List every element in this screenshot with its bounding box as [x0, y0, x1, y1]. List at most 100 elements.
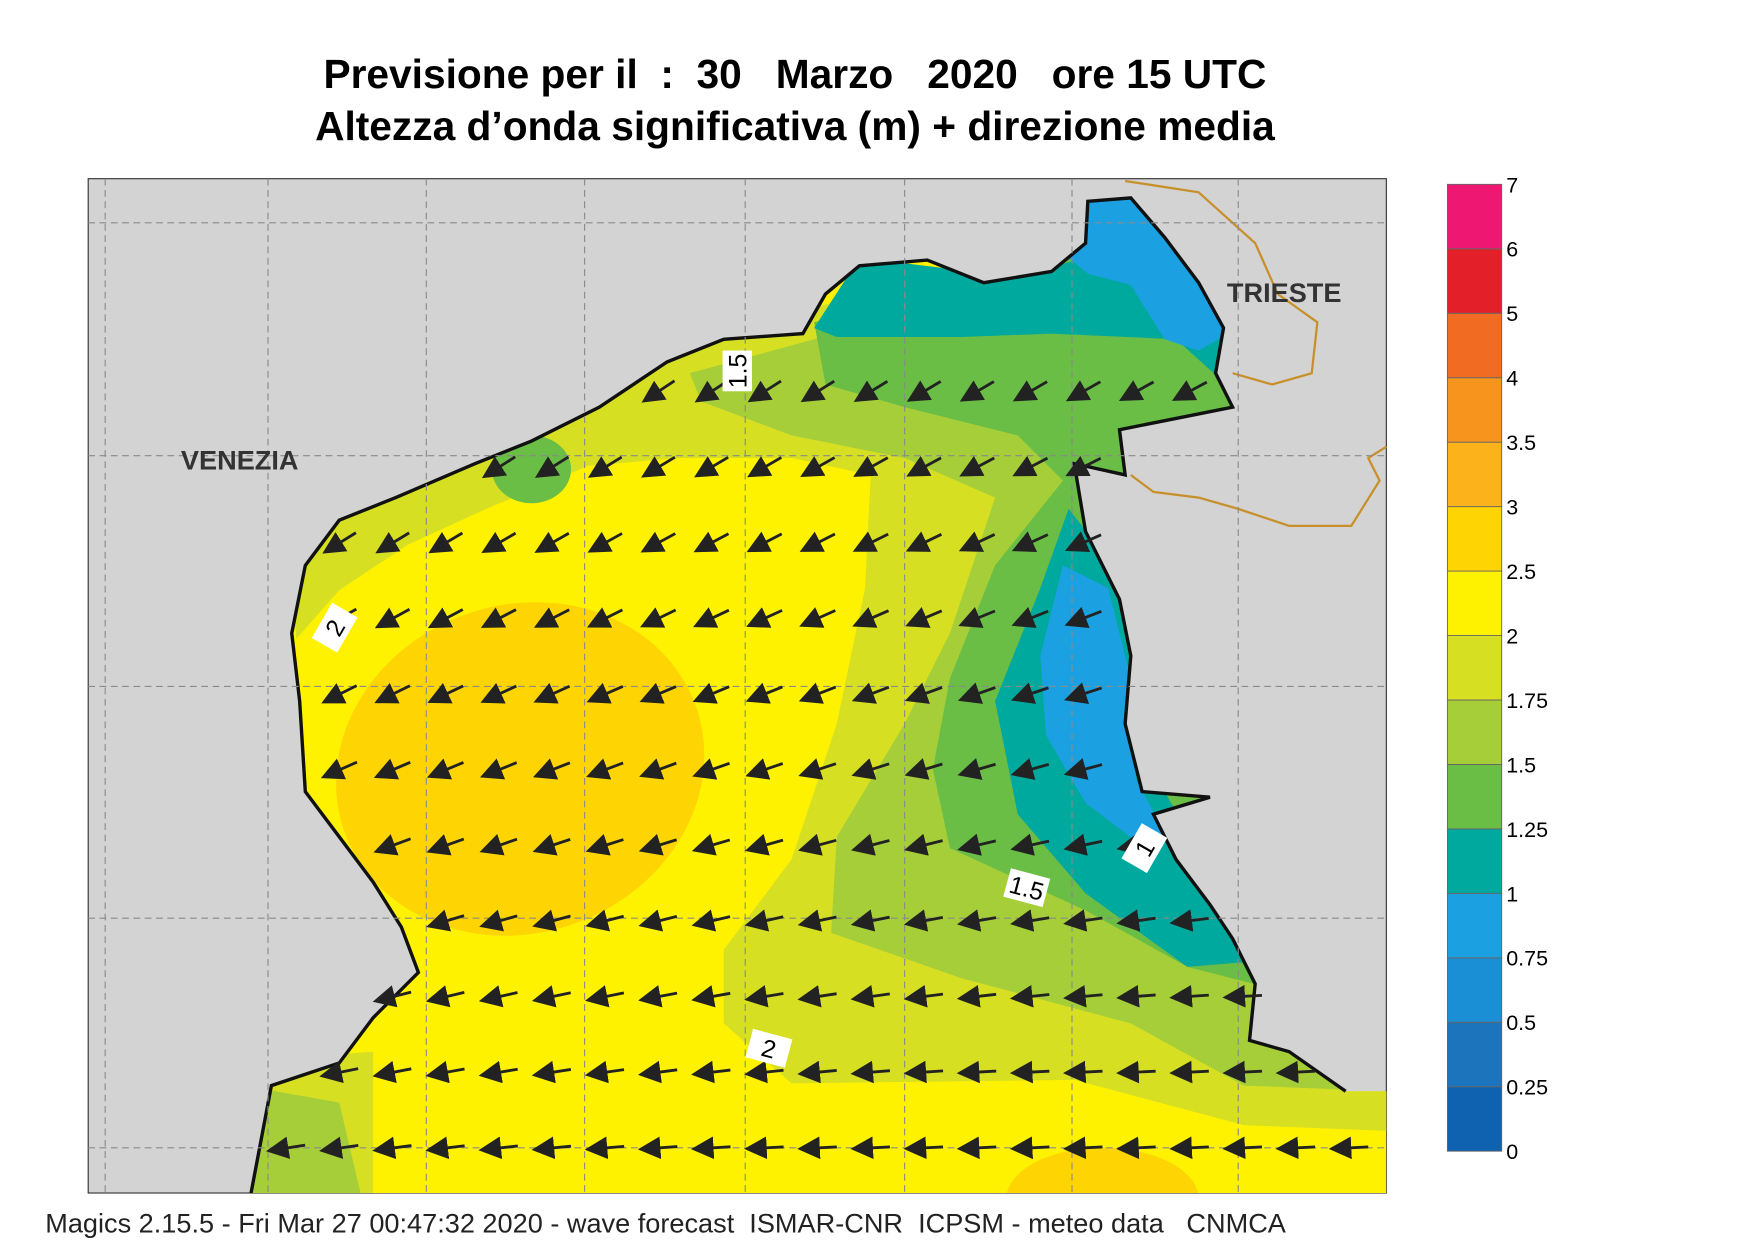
colorbar-swatch: [1446, 377, 1503, 443]
wave-arrow: [372, 1060, 412, 1084]
colorbar-swatch: [1446, 183, 1503, 250]
wave-arrow: [851, 758, 890, 780]
wave-arrow: [692, 682, 730, 704]
wave-arrow: [1222, 1060, 1263, 1084]
wave-arrow: [745, 682, 783, 704]
wave-arrow: [905, 607, 943, 628]
coastline: [249, 196, 1347, 1194]
wave-arrow: [641, 379, 676, 403]
wave-arrow: [637, 1060, 678, 1084]
wave-arrow: [747, 456, 783, 478]
contour-label: 1: [1121, 823, 1168, 874]
wave-arrow: [586, 682, 624, 704]
contour-label-box: [1003, 868, 1051, 908]
wave-arrow: [1011, 682, 1049, 704]
wave-arrow: [797, 1060, 837, 1084]
subtitle: Altezza d’onda significativa (m) + direz…: [315, 103, 1275, 149]
wave-arrow: [637, 1136, 678, 1160]
colorbar-swatch: [1446, 506, 1503, 572]
wave-arrow: [746, 607, 783, 628]
wave-arrow: [957, 758, 996, 780]
wave-arrow: [1169, 1136, 1209, 1160]
wave-arrow: [957, 682, 996, 704]
colorbar-label: 0.25: [1506, 1076, 1548, 1100]
wave-arrow: [694, 456, 729, 478]
contour-label: 2: [745, 1028, 793, 1068]
wave-arrow: [480, 682, 517, 704]
wave-arrow: [374, 607, 411, 629]
wave-arrow: [479, 758, 518, 780]
colorbar-label: 7: [1506, 173, 1518, 197]
wave-band: [251, 1085, 362, 1194]
wave-arrow: [532, 909, 571, 932]
wave-arrow: [638, 833, 678, 856]
wave-arrow: [640, 607, 677, 628]
wave-arrow: [1116, 984, 1156, 1008]
wave-band: [1006, 1147, 1199, 1194]
colorbar-label: 0.5: [1506, 1011, 1536, 1035]
wave-arrow: [1064, 682, 1103, 704]
wave-arrow: [585, 909, 625, 932]
wave-arrow: [957, 833, 997, 856]
wave-arrow: [322, 531, 357, 554]
wave-arrow: [1010, 909, 1050, 932]
wave-arrow: [586, 607, 624, 628]
contour-label-box: [1121, 823, 1168, 874]
wave-arrow: [693, 607, 730, 628]
wave-arrow: [1009, 1060, 1050, 1084]
wave-arrow: [639, 758, 677, 780]
wave-arrow: [851, 682, 890, 704]
wave-arrow: [1009, 1136, 1050, 1160]
wave-arrow: [691, 1060, 731, 1084]
wave-arrow: [746, 531, 783, 553]
wave-arrow: [586, 758, 624, 780]
graticule: [88, 178, 1387, 1194]
wave-arrow: [797, 985, 837, 1008]
wave-arrow: [1169, 1060, 1209, 1084]
wave-arrow: [584, 1060, 625, 1084]
wave-arrow: [956, 909, 997, 932]
wave-arrow: [853, 380, 889, 402]
wave-arrow: [800, 379, 835, 403]
wave-arrow: [1063, 909, 1103, 932]
wave-arrow: [1171, 380, 1208, 401]
wave-arrow: [1010, 758, 1050, 780]
wave-arrow: [481, 455, 516, 479]
wave-arrow: [958, 606, 996, 628]
wave-arrow: [1012, 455, 1049, 477]
wave-arrow: [797, 1136, 837, 1160]
colorbar-label: 0.75: [1506, 947, 1548, 971]
wave-arrow: [852, 607, 890, 628]
colorbar-swatch: [1446, 699, 1503, 765]
footer: Magics 2.15.5 - Fri Mar 27 00:47:32 2020…: [45, 1208, 1287, 1239]
wave-arrow: [587, 531, 623, 553]
colorbar-label: 5: [1506, 302, 1518, 326]
wave-arrow: [691, 833, 731, 856]
wave-arrow: [639, 682, 677, 704]
colorbar: 0 0.25 0.5 0.75 1 1.25 1.5 1.75 2 2.5 3 3.5 4 5 6 7: [1446, 173, 1548, 1164]
colorbar-swatch: [1446, 1021, 1503, 1088]
wave-arrow: [585, 833, 624, 856]
wave-arrow: [640, 531, 676, 553]
wave-arrow: [425, 1136, 465, 1160]
wave-arrow: [850, 1060, 890, 1084]
wave-arrow: [1063, 758, 1103, 780]
wave-arrow: [903, 1136, 944, 1160]
wave-arrow: [478, 985, 518, 1008]
wave-arrow: [1065, 455, 1102, 477]
wave-arrow: [638, 909, 678, 932]
colorbar-label: 2: [1506, 624, 1518, 648]
place-label: VENEZIA: [181, 444, 299, 475]
wave-arrow: [798, 682, 837, 704]
wave-arrow: [850, 1136, 890, 1160]
wave-arrow: [904, 758, 943, 780]
wave-arrow: [372, 985, 412, 1008]
wave-arrow: [800, 456, 836, 478]
wave-arrow: [799, 531, 836, 552]
wave-arrow: [481, 531, 517, 554]
wave-arrow: [956, 985, 997, 1008]
wave-arrow: [904, 833, 943, 856]
colorbar-label: 2.5: [1506, 560, 1536, 584]
wave-arrow: [906, 380, 942, 402]
colorbar-swatch: [1446, 570, 1503, 636]
